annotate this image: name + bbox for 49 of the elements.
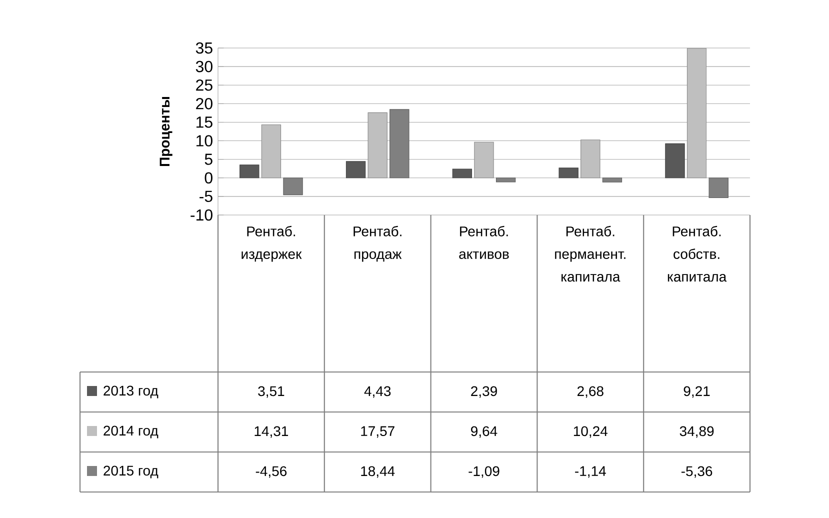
y-tick-label: -5 — [200, 190, 212, 202]
bar — [474, 142, 494, 178]
data-label: 4,43 — [364, 386, 391, 398]
legend-label: 2015 год — [104, 466, 158, 478]
data-label: 34,89 — [680, 426, 714, 438]
legend-label: 2013 год — [104, 386, 158, 398]
y-tick-label: 30 — [196, 60, 212, 72]
bar — [346, 161, 366, 178]
bar — [708, 178, 728, 198]
y-tick-label: 0 — [204, 172, 212, 184]
y-tick-label: 15 — [196, 116, 212, 128]
data-label: 10,24 — [574, 426, 608, 438]
legend-label: 2014 год — [104, 426, 158, 438]
data-label: -4,56 — [256, 466, 287, 478]
bar — [283, 178, 303, 196]
y-tick-label: -10 — [190, 209, 212, 221]
y-tick-label: 25 — [196, 79, 212, 91]
bar — [602, 178, 622, 182]
data-label: -5,36 — [681, 466, 712, 478]
bar — [496, 178, 516, 182]
bar — [240, 164, 260, 178]
x-tick-label: Рентаб. собств. капитала — [668, 226, 727, 282]
bar — [558, 168, 578, 178]
bar — [390, 109, 410, 178]
data-label: -1,14 — [575, 466, 606, 478]
bar — [686, 48, 707, 178]
x-tick-label: Рентаб. издержек — [242, 226, 302, 262]
y-tick-label: 35 — [196, 42, 212, 54]
data-label: 14,31 — [254, 426, 288, 438]
y-tick-label: 5 — [204, 154, 212, 165]
data-label: 2,68 — [577, 386, 604, 398]
y-axis-title: Проценты — [160, 97, 172, 166]
x-tick-label: Рентаб. перманент. капитала — [555, 226, 626, 282]
bar — [368, 112, 388, 178]
data-label: -1,09 — [468, 466, 500, 478]
data-label: 2,39 — [471, 386, 497, 398]
data-label: 9,64 — [471, 426, 498, 438]
data-label: 17,57 — [361, 426, 394, 438]
bar — [580, 140, 600, 178]
y-tick-label: 20 — [196, 98, 212, 110]
data-label: 9,21 — [684, 386, 710, 398]
x-tick-label: Рентаб. продаж — [354, 226, 402, 262]
y-tick-label: 10 — [196, 135, 212, 146]
x-tick-label: Рентаб. активов — [459, 226, 509, 259]
bar — [665, 143, 685, 178]
data-label: 18,44 — [361, 466, 395, 478]
data-label: 3,51 — [258, 386, 284, 398]
bar — [452, 168, 472, 178]
bar — [261, 124, 282, 178]
